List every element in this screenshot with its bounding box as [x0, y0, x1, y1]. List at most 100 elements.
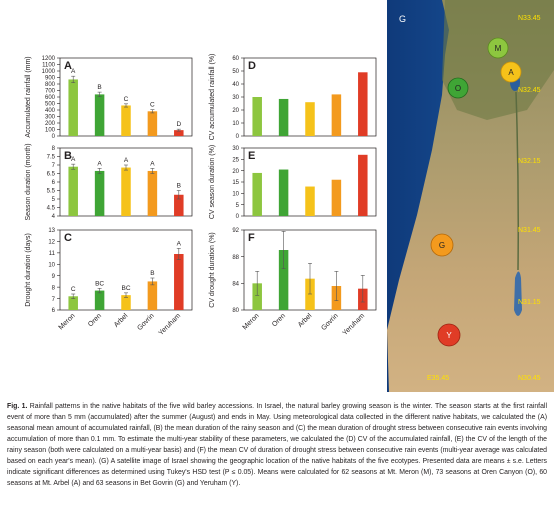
significance-letter: D — [176, 121, 181, 128]
y-tick-label: 7.5 — [47, 155, 56, 161]
significance-letter: A — [97, 160, 102, 167]
y-tick-label: 40 — [232, 82, 239, 88]
y-tick-label: 6.5 — [47, 172, 56, 178]
x-tick-label: Oren — [87, 312, 103, 328]
bar-meron — [252, 97, 262, 136]
y-axis-label: CV drought duration (%) — [209, 232, 216, 307]
bar-meron — [252, 172, 262, 216]
bar-govrin — [147, 170, 158, 216]
panel-label: B — [64, 150, 72, 162]
chart-panel-b: B 4 4.5 5 5.5 6 6.5 7 7.5 8 Season duration (month… — [25, 143, 193, 221]
bar-oren — [278, 250, 289, 310]
chart-panel-a: A 010020030040050060070080090010001100120… — [25, 56, 193, 140]
y-tick-label: 7 — [52, 163, 56, 169]
bar-meron — [68, 296, 78, 310]
y-tick-label: 10 — [232, 192, 239, 198]
y-tick-label: 11 — [49, 251, 56, 257]
satellite-map: G N33.45 N32.45 N32.15 N31.45 N31.15 N30… — [387, 0, 554, 392]
site-marker-oren: O — [447, 77, 469, 99]
y-tick-label: 9 — [52, 274, 56, 280]
y-tick-label: 80 — [232, 308, 239, 314]
y-tick-label: 5 — [236, 203, 240, 209]
bar-arbel — [305, 102, 315, 136]
y-tick-label: 30 — [232, 146, 239, 152]
y-tick-label: 25 — [232, 158, 239, 164]
significance-letter: BC — [121, 285, 130, 292]
site-marker-meron: M — [487, 37, 509, 59]
y-tick-label: 20 — [232, 169, 239, 175]
bar-oren — [94, 290, 105, 310]
y-tick-label: 300 — [45, 115, 56, 121]
y-tick-label: 5 — [52, 197, 56, 203]
panel-label: D — [248, 60, 256, 72]
x-tick-label: Govrin — [320, 312, 340, 332]
site-marker-letter: A — [508, 68, 514, 77]
bar-meron — [252, 283, 262, 310]
y-tick-label: 4.5 — [47, 206, 56, 212]
site-marker-letter: Y — [446, 331, 452, 340]
lat-label: N32.45 — [518, 87, 541, 94]
y-tick-label: 0 — [52, 134, 56, 140]
jordan-river — [515, 91, 519, 271]
y-tick-label: 84 — [232, 282, 239, 288]
charts-figure: A010020030040050060070080090010001100120… — [25, 54, 377, 337]
y-tick-label: 0 — [236, 134, 240, 140]
significance-letter: A — [71, 68, 76, 75]
bar-govrin — [331, 94, 342, 136]
site-marker-arbel: A — [500, 61, 522, 83]
site-marker-govrin: G — [430, 233, 454, 257]
chart-panel-e: E 0 5 10 15 20 25 30 CV season duration (%) — [209, 145, 377, 220]
significance-letter: C — [124, 96, 129, 103]
y-axis-label: Accumulated rainfall (mm) — [25, 56, 32, 137]
y-tick-label: 8 — [52, 146, 56, 152]
chart-panel-d: D 0 10 20 30 40 50 60 CV accumulated rainfall (%… — [209, 54, 377, 140]
x-tick-label: Arbel — [297, 312, 314, 329]
y-tick-label: 88 — [232, 255, 239, 261]
site-marker-letter: O — [455, 84, 461, 93]
significance-letter: B — [150, 270, 154, 277]
y-tick-label: 1200 — [42, 56, 56, 62]
y-tick-label: 10 — [48, 262, 55, 268]
panel-label: F — [248, 232, 255, 244]
y-tick-label: 30 — [232, 95, 239, 101]
y-tick-label: 8 — [52, 285, 56, 291]
y-tick-label: 100 — [45, 128, 56, 134]
bar-govrin — [147, 281, 158, 310]
significance-letter: A — [124, 157, 129, 164]
y-tick-label: 12 — [48, 240, 55, 246]
x-tick-label: Yeruham — [158, 312, 183, 337]
bar-arbel — [305, 278, 315, 310]
site-marker-circle — [430, 233, 454, 257]
significance-letter: B — [177, 183, 181, 190]
y-tick-label: 60 — [232, 56, 239, 62]
x-tick-label: Meron — [58, 312, 77, 331]
y-tick-label: 20 — [232, 108, 239, 114]
y-tick-label: 200 — [45, 121, 56, 127]
bar-yeruham — [358, 154, 368, 216]
north-vegetation — [442, 0, 554, 120]
bar-govrin — [331, 179, 342, 216]
y-tick-label: 1000 — [42, 69, 56, 75]
latitude-labels: N33.45 N32.45 N32.15 N31.45 N31.15 N30.4… — [427, 15, 541, 382]
significance-letter: A — [71, 156, 76, 163]
y-axis-label: CV season duration (%) — [209, 145, 216, 219]
bar-meron — [68, 79, 78, 136]
y-tick-label: 500 — [45, 102, 56, 108]
bar-oren — [278, 98, 289, 136]
significance-letter: A — [177, 240, 182, 247]
y-tick-label: 800 — [45, 82, 56, 88]
figure-label: Fig. 1. — [7, 403, 28, 410]
y-tick-label: 700 — [45, 89, 56, 95]
lon-label: E35.45 — [427, 375, 449, 382]
y-tick-label: 900 — [45, 76, 56, 82]
y-tick-label: 7 — [52, 297, 56, 303]
bar-arbel — [121, 295, 131, 310]
y-tick-label: 13 — [48, 228, 55, 234]
significance-letter: A — [150, 160, 155, 167]
y-tick-label: 6 — [52, 180, 56, 186]
lat-label: N31.45 — [518, 227, 541, 234]
dead-sea — [514, 271, 522, 316]
significance-letter: C — [150, 102, 155, 109]
site-marker-circle — [447, 77, 469, 99]
bar-yeruham — [174, 130, 184, 136]
